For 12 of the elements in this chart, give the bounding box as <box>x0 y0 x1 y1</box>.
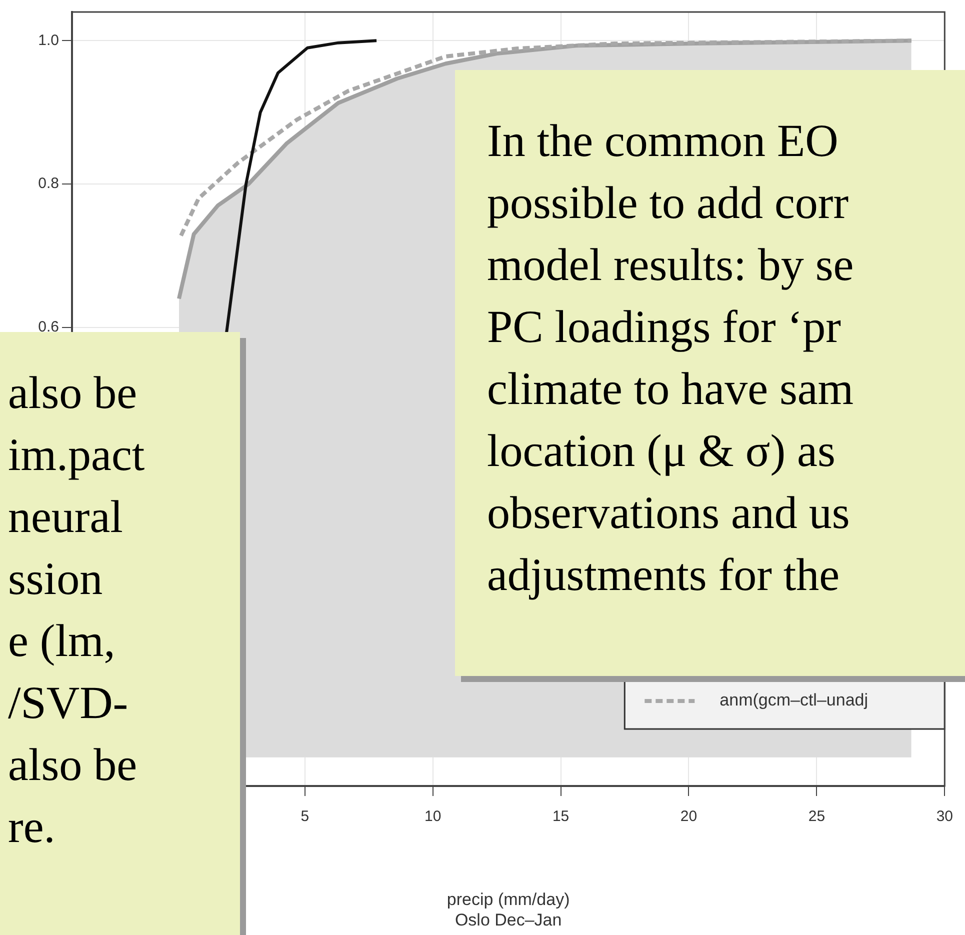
y-tick-label: 1.0 <box>38 32 59 49</box>
callout-box: In the common EO possible to add corr model results: by se PC loadings for ‘pr climate to have sam location (μ & σ) as observations and us adjustments for the <box>455 70 965 676</box>
x-tick-label: 30 <box>936 808 953 826</box>
x-axis-title: precip (mm/day) Oslo Dec–Jan <box>446 890 570 930</box>
x-tick-label: 15 <box>552 808 570 826</box>
legend-label: anm(gcm–ctl–unadj <box>720 690 868 710</box>
x-tick-label: 5 <box>300 808 310 826</box>
x-tick-label: 10 <box>424 808 442 826</box>
callout-box: also be im.pact neural ssion e (lm, /SVD- also be re. <box>0 332 240 935</box>
y-tick-label: 0.8 <box>38 175 59 192</box>
x-tick-label: 20 <box>680 808 698 826</box>
x-tick-label: 25 <box>808 808 826 826</box>
